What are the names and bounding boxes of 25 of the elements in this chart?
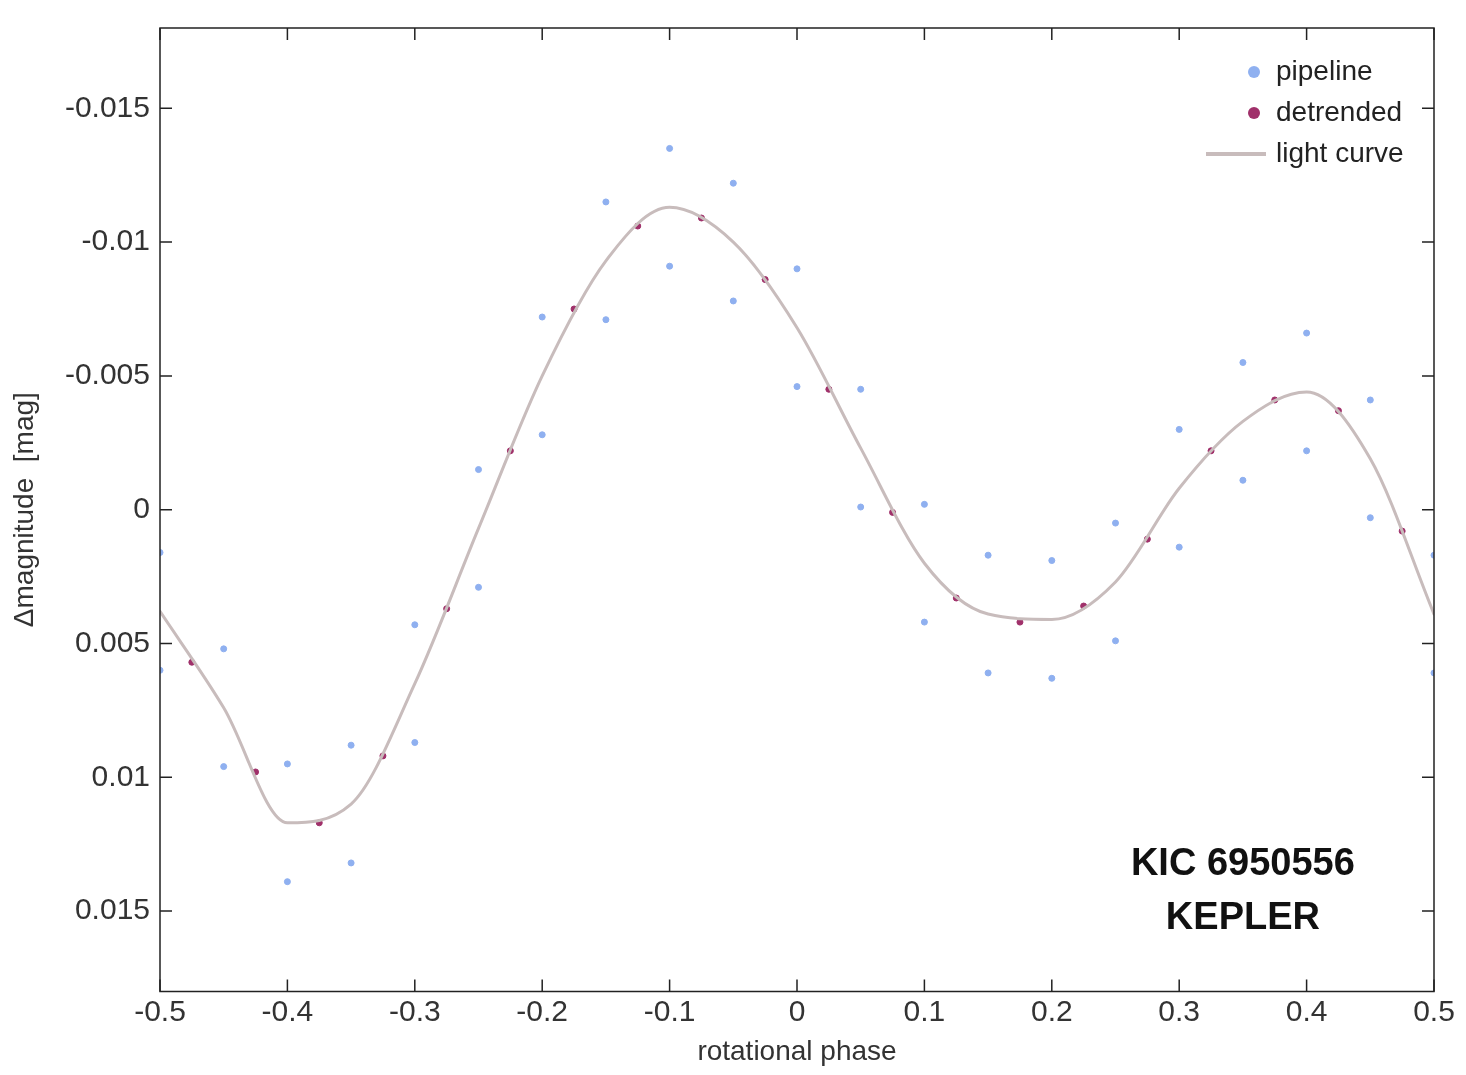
x-tick-label: 0.1 bbox=[903, 993, 946, 1027]
y-tick-label: 0.005 bbox=[74, 624, 150, 658]
x-tick-label: -0.5 bbox=[134, 993, 186, 1027]
y-tick-label: -0.01 bbox=[81, 223, 150, 257]
y-tick-label: -0.005 bbox=[64, 357, 150, 391]
x-tick-label: 0.3 bbox=[1158, 993, 1201, 1027]
legend-label: pipeline bbox=[1276, 54, 1373, 86]
y-tick-label: 0.01 bbox=[91, 758, 150, 792]
annotation: KEPLER bbox=[1165, 894, 1320, 937]
y-tick-label: -0.015 bbox=[64, 89, 150, 123]
x-tick-label: -0.1 bbox=[643, 993, 696, 1027]
legend-label: light curve bbox=[1276, 136, 1404, 168]
x-tick-label: 0.5 bbox=[1413, 993, 1455, 1027]
x-tick-label: -0.4 bbox=[261, 993, 314, 1027]
x-tick-label: 0 bbox=[788, 993, 806, 1027]
x-tick-label: 0.2 bbox=[1030, 993, 1073, 1027]
x-axis-title: rotational phase bbox=[697, 1034, 897, 1066]
legend-label: detrended bbox=[1276, 95, 1403, 127]
annotation: KIC 6950556 bbox=[1130, 840, 1355, 883]
y-axis-title: Δmagnitude [mag] bbox=[7, 392, 39, 628]
x-tick-label: -0.3 bbox=[388, 993, 441, 1027]
x-tick-label: 0.4 bbox=[1285, 993, 1328, 1027]
y-tick-label: 0.015 bbox=[74, 892, 150, 926]
x-tick-label: -0.2 bbox=[516, 993, 569, 1027]
y-tick-label: 0 bbox=[133, 490, 150, 524]
